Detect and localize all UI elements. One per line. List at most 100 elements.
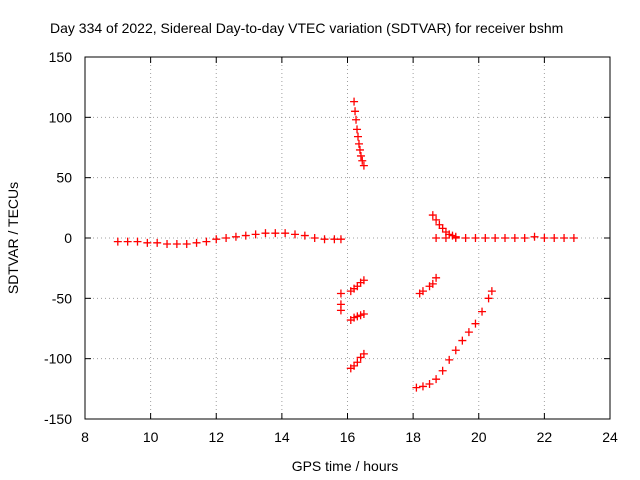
data-point <box>251 230 260 239</box>
series-points-18-2-18-7h <box>415 273 441 298</box>
data-point <box>359 349 368 358</box>
data-point <box>212 235 221 244</box>
data-point <box>356 151 365 160</box>
y-tick-label: -50 <box>52 290 72 306</box>
x-tick-label: 22 <box>537 429 553 445</box>
data-point <box>491 234 500 242</box>
data-point <box>359 276 368 285</box>
data-point <box>261 229 270 238</box>
data-point <box>464 328 473 337</box>
data-point <box>359 161 368 170</box>
axis-ticks: 8 10 12 14 16 18 20 22 24 -150 -100 -50 0 50 100 150 <box>44 49 618 445</box>
data-point <box>172 240 181 249</box>
data-point <box>192 238 201 247</box>
data-point <box>471 234 480 242</box>
data-point <box>143 238 152 247</box>
data-point <box>432 215 441 224</box>
data-point <box>163 240 172 249</box>
data-point <box>354 139 363 148</box>
data-point <box>432 234 441 242</box>
data-point <box>352 115 361 124</box>
data-point <box>487 287 496 296</box>
x-tick-label: 8 <box>81 429 89 445</box>
data-point <box>353 358 362 367</box>
data-point <box>461 234 470 242</box>
series-flat-band-18-7-22-9h <box>432 232 578 242</box>
data-point <box>418 382 427 391</box>
data-point <box>471 319 480 328</box>
data-point <box>123 237 132 246</box>
data-point <box>113 237 122 246</box>
data-point <box>560 234 569 242</box>
data-point <box>445 355 454 364</box>
data-point <box>412 383 421 392</box>
data-point <box>550 234 559 242</box>
data-point <box>351 107 360 116</box>
x-axis-label: GPS time / hours <box>292 458 399 474</box>
x-tick-label: 12 <box>208 429 224 445</box>
data-point <box>320 235 329 244</box>
data-point <box>484 294 493 303</box>
data-point <box>441 234 450 242</box>
series-isolated-points-15-8h <box>336 289 345 315</box>
data-point <box>458 336 467 345</box>
y-tick-label: 100 <box>49 109 73 125</box>
x-tick-label: 18 <box>405 429 421 445</box>
data-point <box>478 307 487 316</box>
data-point <box>510 234 519 242</box>
data-point <box>501 234 509 242</box>
x-tick-label: 10 <box>143 429 159 445</box>
y-tick-label: -100 <box>44 351 72 367</box>
data-point <box>271 229 280 238</box>
series-arc-near-40 <box>346 276 368 296</box>
data-point <box>481 234 490 242</box>
data-point <box>418 287 427 296</box>
data-point <box>355 145 364 154</box>
data-point <box>241 231 250 240</box>
data-point <box>451 346 460 355</box>
data-point <box>182 240 191 249</box>
data-point <box>310 234 319 242</box>
data-point <box>438 366 447 375</box>
grid-lines <box>85 57 610 419</box>
data-point <box>336 235 345 244</box>
data-point <box>222 234 231 242</box>
data-point <box>359 310 368 319</box>
data-point <box>432 375 441 384</box>
data-point <box>336 306 345 315</box>
data-point <box>520 234 529 242</box>
data-point <box>133 237 142 246</box>
y-tick-label: 50 <box>56 170 72 186</box>
data-point <box>300 231 309 240</box>
data-point <box>451 234 460 242</box>
x-tick-label: 14 <box>274 429 290 445</box>
data-point <box>569 234 578 242</box>
data-point <box>350 97 359 106</box>
data-points <box>113 97 578 392</box>
series-arc-near-65 <box>346 310 368 325</box>
data-point <box>428 211 437 220</box>
data-point <box>425 380 434 389</box>
data-point <box>353 125 362 134</box>
y-tick-label: 0 <box>64 230 72 246</box>
data-point <box>530 232 539 241</box>
data-point <box>291 230 299 239</box>
series-steep-arc-16-2-16-5h <box>350 97 368 170</box>
data-point <box>428 279 437 288</box>
data-point <box>281 229 290 238</box>
series-dense-band-9-15-8h <box>113 229 345 249</box>
data-point <box>354 132 362 141</box>
x-tick-label: 20 <box>471 429 487 445</box>
data-point <box>336 289 345 298</box>
chart-title: Day 334 of 2022, Sidereal Day-to-day VTE… <box>50 20 563 36</box>
y-tick-label: -150 <box>44 411 72 427</box>
data-point <box>231 232 240 241</box>
y-tick-label: 150 <box>49 49 73 65</box>
x-tick-label: 24 <box>602 429 618 445</box>
series-rising-arc-18-1-20-4h <box>412 287 496 392</box>
data-point <box>358 156 367 165</box>
x-tick-label: 16 <box>340 429 356 445</box>
y-axis-label: SDTVAR / TECUs <box>5 182 21 294</box>
data-point <box>153 238 162 247</box>
